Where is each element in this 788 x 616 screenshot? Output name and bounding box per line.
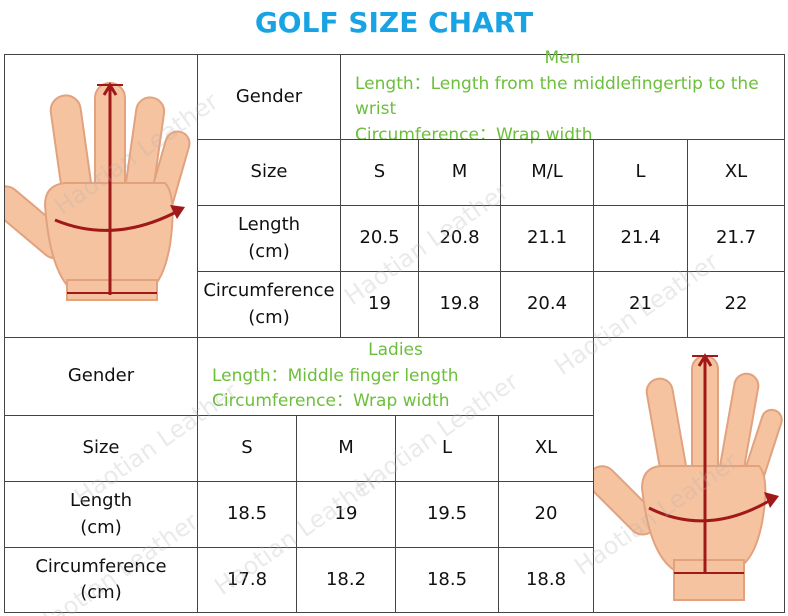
- hand-illustration: [5, 82, 191, 301]
- hand-illustration: [594, 353, 783, 601]
- value-cell: 19.8: [418, 271, 501, 338]
- value-cell: 20.8: [418, 205, 501, 272]
- gender: Ladies: [368, 340, 423, 361]
- value-cell: 18.2: [296, 547, 396, 613]
- gender-label: Gender: [4, 337, 198, 416]
- row-label: Size: [4, 415, 198, 482]
- value-cell: 21: [593, 271, 688, 338]
- value-cell: 17.8: [197, 547, 297, 613]
- size-header: M: [418, 139, 501, 206]
- row-label: Circumference (cm): [197, 271, 341, 338]
- row-label: Circumference (cm): [4, 547, 198, 613]
- value-cell: 19: [296, 481, 396, 548]
- note: Circumference：Wrap width: [212, 391, 450, 412]
- value-cell: 20.5: [340, 205, 419, 272]
- gender-cell: Men Length：Length from the middlefingerti…: [340, 48, 785, 145]
- value-cell: 19.5: [395, 481, 499, 548]
- gender-cell: Ladies Length：Middle finger length Circumf…: [197, 337, 594, 416]
- size-header: S: [340, 139, 419, 206]
- value-cell: 20.4: [500, 271, 594, 338]
- title: GOLF SIZE CHART: [254, 6, 534, 39]
- value-cell: 18.5: [395, 547, 499, 613]
- value-cell: 21.4: [593, 205, 688, 272]
- image-cell: [593, 337, 785, 613]
- value-cell: 18.8: [498, 547, 594, 613]
- value-cell: 21.7: [687, 205, 785, 272]
- value-cell: 22: [687, 271, 785, 338]
- size-header: M/L: [500, 139, 594, 206]
- image-cell: [4, 54, 198, 338]
- note: Length：Middle finger length: [212, 365, 459, 386]
- note: Length：Length from the middlefingertip t…: [355, 73, 759, 120]
- size-header: L: [593, 139, 688, 206]
- value-cell: 18.5: [197, 481, 297, 548]
- value-cell: 20: [498, 481, 594, 548]
- size-header: L: [395, 415, 499, 482]
- gender-label: Gender: [197, 54, 341, 140]
- row-label: Length (cm): [4, 481, 198, 548]
- size-header: XL: [498, 415, 594, 482]
- size-header: S: [197, 415, 297, 482]
- row-label: Length (cm): [197, 205, 341, 272]
- gender: Men: [544, 48, 581, 68]
- size-header: M: [296, 415, 396, 482]
- value-cell: 19: [340, 271, 419, 338]
- size-header: XL: [687, 139, 785, 206]
- row-label: Size: [197, 139, 341, 206]
- value-cell: 21.1: [500, 205, 594, 272]
